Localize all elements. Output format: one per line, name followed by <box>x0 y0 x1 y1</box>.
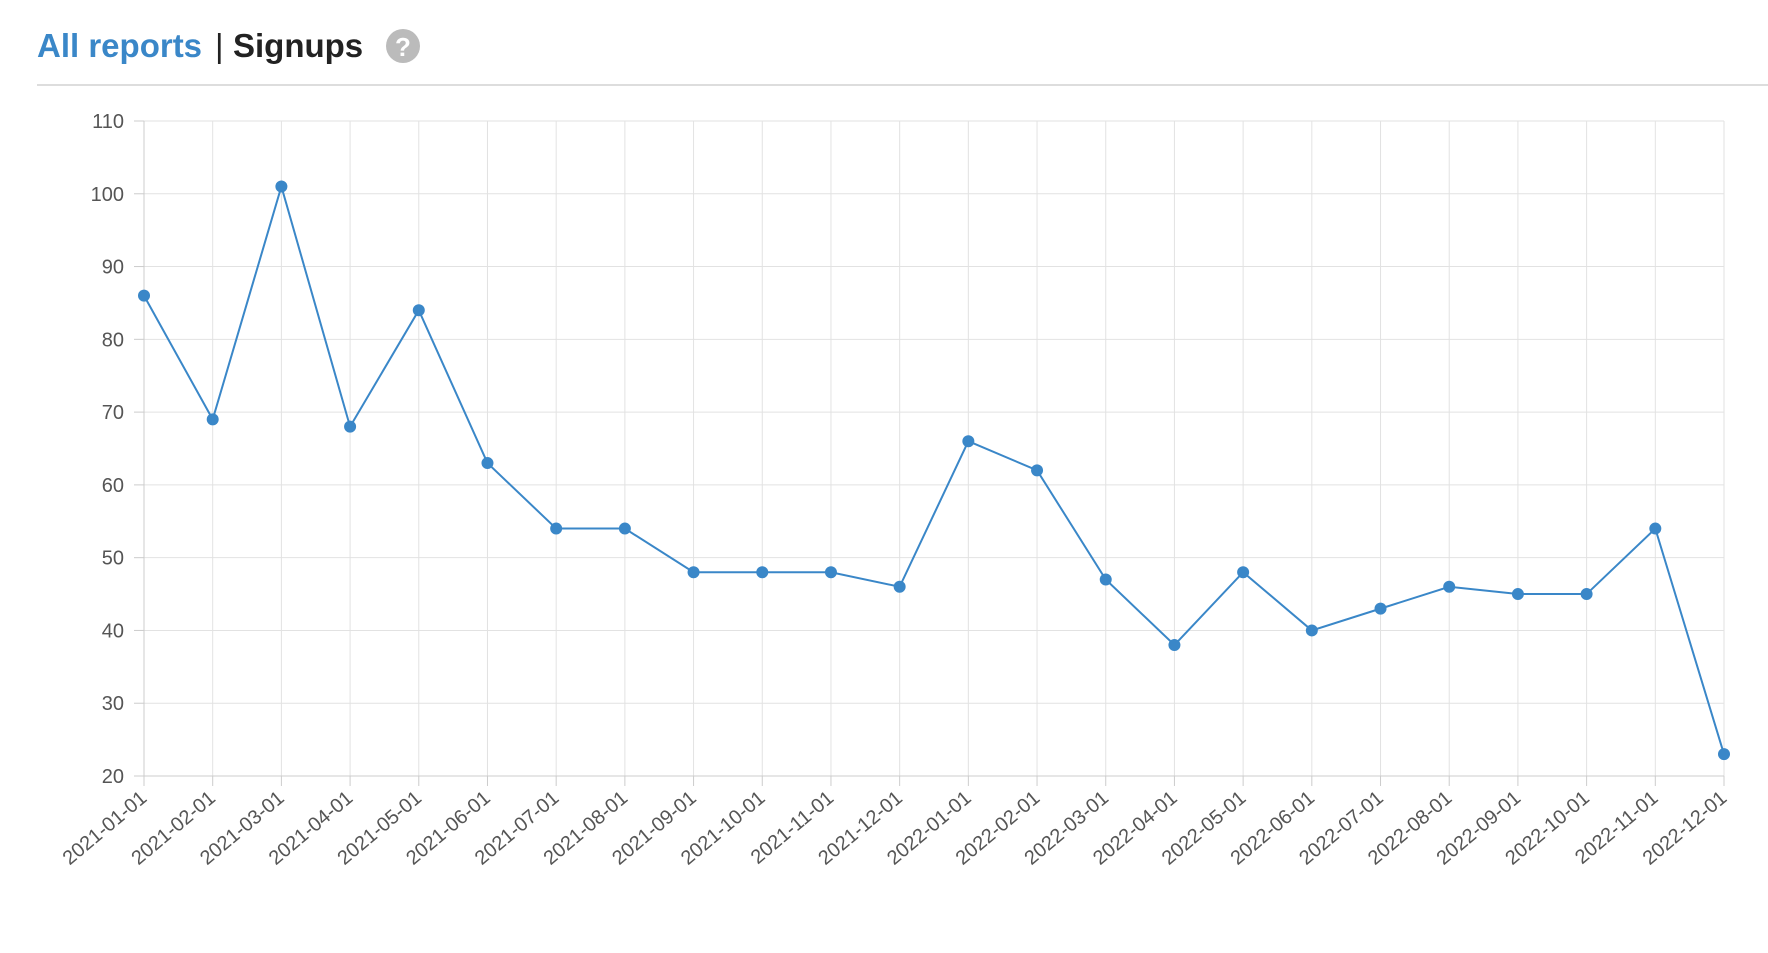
data-point <box>618 522 631 535</box>
y-tick-label: 80 <box>102 329 124 351</box>
chart: 20304050607080901001102021-01-012021-02-… <box>59 111 1732 870</box>
data-point <box>687 566 700 579</box>
data-point <box>1305 624 1318 637</box>
data-point <box>344 420 357 433</box>
help-icon[interactable] <box>386 29 420 63</box>
data-point <box>1031 464 1044 477</box>
data-point <box>893 580 906 593</box>
y-tick-label: 100 <box>91 184 124 206</box>
data-point <box>1374 602 1387 615</box>
data-point <box>1649 522 1662 535</box>
data-point <box>962 435 975 448</box>
help-icon-mark[interactable]: ? <box>395 32 411 62</box>
y-tick-label: 40 <box>102 620 124 642</box>
y-tick-label: 30 <box>102 693 124 715</box>
data-point <box>550 522 563 535</box>
data-point <box>1168 639 1181 651</box>
data-point <box>1443 580 1456 593</box>
series-line <box>143 182 1725 755</box>
data-point <box>1718 748 1730 761</box>
separator: | <box>215 27 224 64</box>
y-tick-label: 60 <box>102 475 124 497</box>
data-point <box>481 457 494 470</box>
report-title: Signups <box>233 27 363 64</box>
data-point <box>1511 588 1524 601</box>
data-point <box>1580 588 1593 601</box>
all-reports-link[interactable]: All reports <box>37 27 202 64</box>
y-tick-label: 110 <box>92 111 124 133</box>
data-point <box>412 304 425 317</box>
data-point <box>275 180 288 193</box>
data-point <box>206 413 219 426</box>
y-tick-label: 70 <box>102 402 124 424</box>
y-tick-label: 90 <box>102 257 124 279</box>
data-point <box>1099 573 1112 586</box>
data-point <box>1237 566 1250 579</box>
data-point <box>756 566 769 579</box>
data-point <box>138 289 150 302</box>
y-tick-label: 20 <box>102 766 124 788</box>
data-point <box>824 566 837 579</box>
y-tick-label: 50 <box>102 548 124 570</box>
